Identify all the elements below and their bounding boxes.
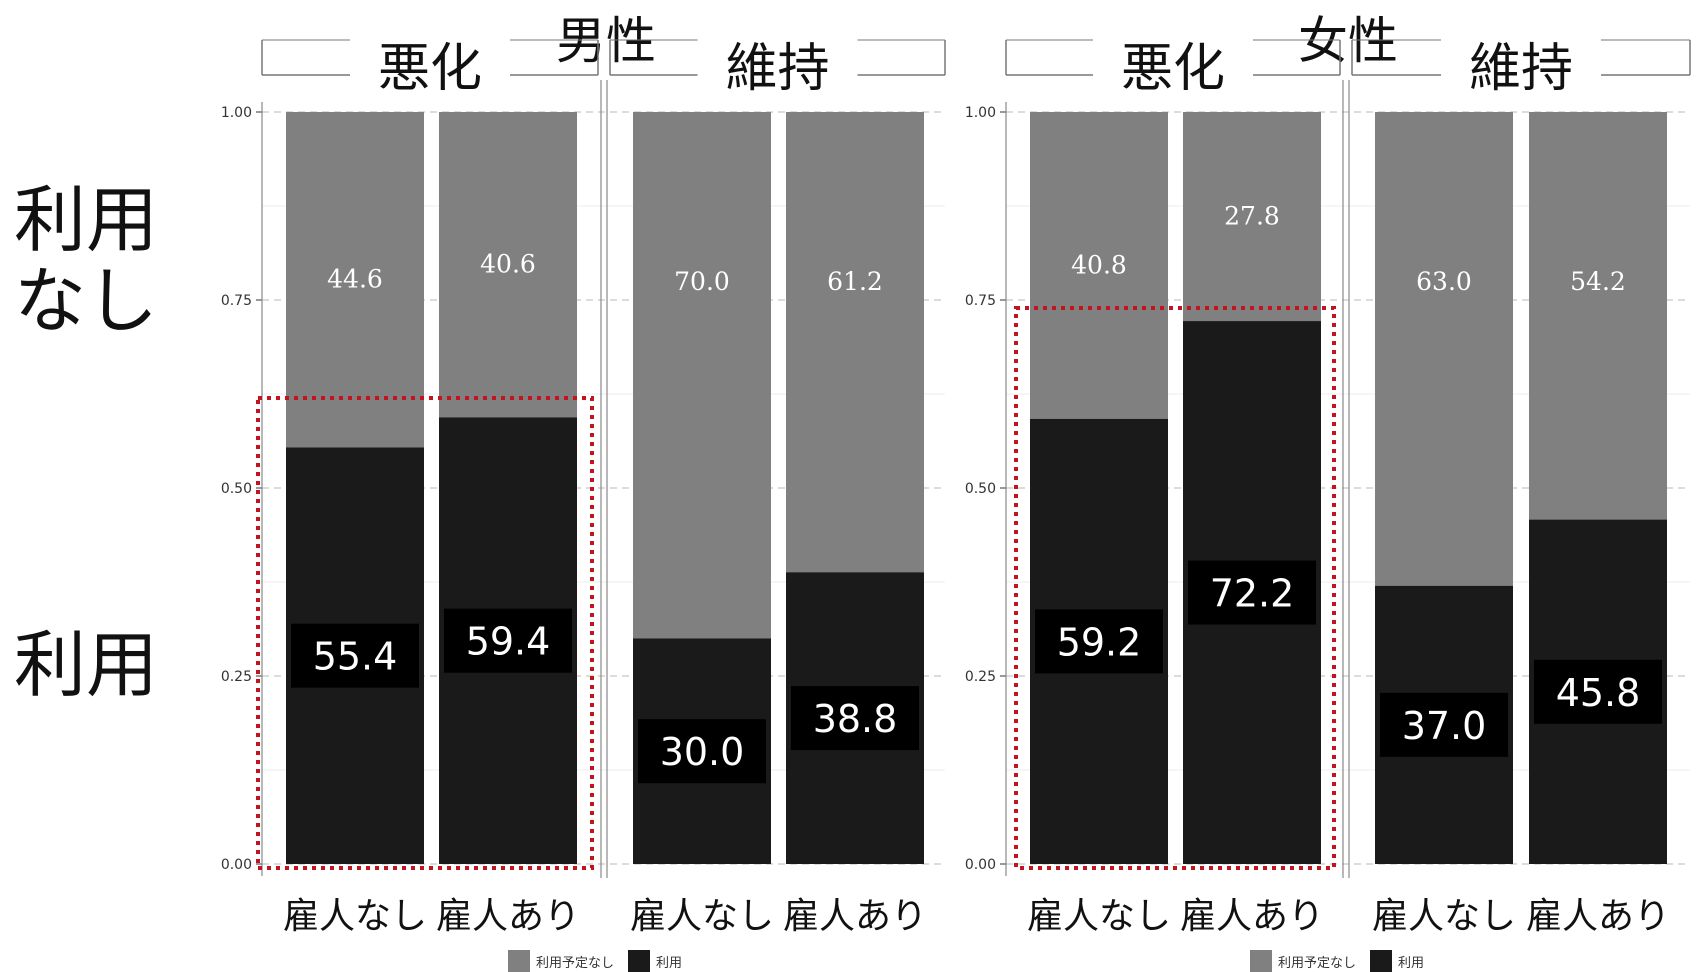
facet-title: 悪化 (1121, 39, 1225, 99)
legend-label-not-planned: 利用予定なし (536, 955, 615, 971)
data-label-used: 59.4 (466, 620, 551, 664)
bar-segment-not-planned (286, 112, 424, 448)
data-label-used: 72.2 (1210, 572, 1295, 616)
x-tick-label: 雇人なし (283, 896, 427, 937)
y-tick-label: 0.75 (221, 293, 252, 309)
legend-male: 利用予定なし 利用 (508, 950, 682, 972)
highlight-box (1014, 306, 1336, 870)
data-label-not-planned: 63.0 (1416, 267, 1472, 296)
bar-segment-not-planned (1183, 112, 1321, 322)
row-label-used: 利用 (14, 623, 159, 707)
x-tick-label: 雇人あり (436, 896, 580, 937)
y-tick-label: 0.75 (965, 293, 996, 309)
row-label-not-used-line1: 利用 (14, 178, 159, 262)
data-label-not-planned: 54.2 (1570, 267, 1626, 296)
data-label-not-planned: 44.6 (327, 265, 383, 294)
legend-label-used: 利用 (656, 955, 683, 971)
data-label-box (1534, 659, 1662, 724)
y-tick-label: 0.50 (221, 481, 252, 497)
y-tick-label: 0.25 (965, 669, 996, 685)
legend-label-not-planned: 利用予定なし (1278, 955, 1357, 971)
group-label: 男性 (556, 12, 656, 70)
bar-segment-not-planned (1030, 112, 1168, 419)
x-tick-label: 雇人あり (1180, 896, 1324, 937)
data-label-used: 55.4 (313, 635, 398, 679)
data-label-not-planned: 27.8 (1224, 202, 1280, 231)
highlight-box (256, 396, 594, 870)
legend-swatch-used (628, 950, 651, 972)
row-label-not-used-line2: なし (14, 258, 159, 343)
legend-label-used: 利用 (1398, 955, 1425, 971)
legend-swatch-not-planned (508, 950, 530, 972)
x-tick-label: 雇人なし (1027, 896, 1171, 937)
data-label-used: 38.8 (813, 697, 898, 741)
data-label-box (638, 719, 766, 784)
facet-title: 維持 (1469, 39, 1573, 99)
row-label-not-used: 利用 なし (14, 180, 158, 341)
y-tick-label: 1.00 (965, 105, 996, 121)
x-tick-label: 雇人あり (783, 896, 927, 937)
data-label-box (791, 686, 919, 751)
bar-segment-not-planned (633, 112, 771, 639)
data-label-box (1380, 692, 1508, 757)
legend-swatch-not-planned (1250, 950, 1272, 972)
legend-female: 利用予定なし 利用 (1250, 950, 1424, 972)
facet-title: 悪化 (378, 39, 482, 99)
data-label-used: 45.8 (1556, 671, 1641, 715)
data-label-box (1035, 609, 1163, 674)
facet-title: 維持 (725, 39, 829, 99)
data-label-not-planned: 40.8 (1071, 250, 1127, 279)
bar-segment-not-planned (1375, 112, 1513, 586)
data-label-used: 59.2 (1057, 620, 1142, 664)
data-label-box (291, 623, 419, 688)
data-label-box (1188, 560, 1316, 625)
bar-segment-not-planned (786, 112, 924, 573)
y-tick-label: 0.25 (221, 669, 252, 685)
legend-swatch-used (1370, 950, 1393, 972)
data-label-box (444, 608, 572, 673)
data-label-not-planned: 70.0 (674, 267, 730, 296)
y-tick-label: 0.00 (965, 857, 996, 873)
data-label-not-planned: 61.2 (827, 267, 883, 296)
group-label: 女性 (1298, 12, 1398, 70)
data-label-not-planned: 40.6 (480, 250, 536, 279)
x-tick-label: 雇人なし (630, 896, 774, 937)
bar-segment-not-planned (1529, 112, 1667, 520)
data-label-used: 37.0 (1402, 704, 1487, 748)
y-tick-label: 0.00 (221, 857, 252, 873)
bar-segment-not-planned (439, 112, 577, 418)
y-tick-label: 1.00 (221, 105, 252, 121)
x-tick-label: 雇人あり (1526, 896, 1670, 937)
y-tick-label: 0.50 (965, 481, 996, 497)
data-label-used: 30.0 (660, 730, 745, 774)
x-tick-label: 雇人なし (1372, 896, 1516, 937)
